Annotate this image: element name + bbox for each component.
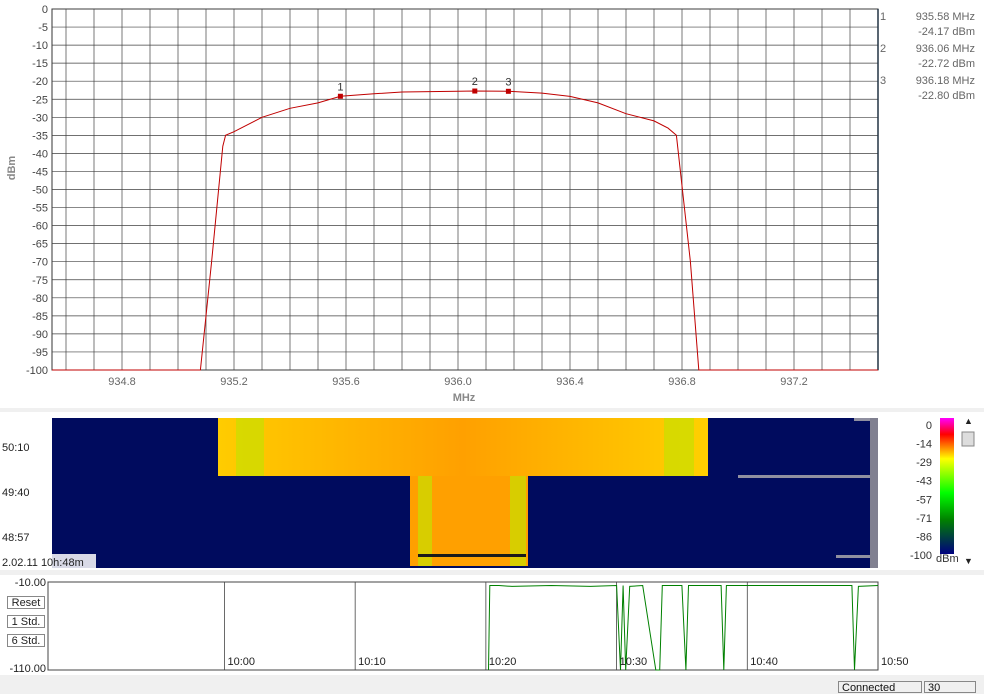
x-tick-label: 936.4 — [556, 376, 584, 388]
y-tick-label: -40 — [32, 148, 48, 160]
marker-readout-level: -24.17 dBm — [918, 26, 975, 38]
colorbar-tick-label: -29 — [916, 457, 932, 469]
waterfall-time-label: 48:57 — [2, 532, 30, 544]
status-bar: Connected 30 — [0, 677, 984, 689]
marker-readout-freq: 936.06 MHz — [916, 43, 975, 55]
colorbar-tick-label: -43 — [916, 476, 932, 488]
marker-point — [338, 94, 343, 99]
y-tick-label: -25 — [32, 94, 48, 106]
scroll-down-icon[interactable]: ▼ — [964, 556, 973, 566]
y-tick-label: -90 — [32, 329, 48, 341]
timeline-x-tick-label: 10:10 — [358, 656, 386, 668]
marker-readout-freq: 935.58 MHz — [916, 11, 975, 23]
y-tick-label: -95 — [32, 347, 48, 359]
spectrum-y-ticks: 0 -5 -10 -15 -20 -25 -30 -35 -40 -45 -50 -55 -60 -65 -… — [26, 4, 48, 377]
marker-label: 3 — [505, 76, 511, 88]
y-axis-label: dBm — [6, 156, 18, 181]
waterfall-time-label: 50:10 — [2, 442, 30, 454]
y-tick-label: -55 — [32, 203, 48, 215]
marker-readout-index: 1 — [880, 11, 886, 23]
marker-label: 1 — [337, 81, 343, 93]
colorbar-tick-label: -86 — [916, 531, 932, 543]
timeline-x-tick-label: 10:50 — [881, 656, 909, 668]
y-tick-label: -10 — [32, 40, 48, 52]
y-tick-label: -70 — [32, 257, 48, 269]
status-value: 30 — [924, 681, 976, 693]
marker-label: 2 — [472, 76, 478, 88]
x-tick-label: 936.8 — [668, 376, 696, 388]
x-tick-label: 935.6 — [332, 376, 360, 388]
waterfall-band-wide — [218, 418, 708, 476]
y-tick-label: -85 — [32, 311, 48, 323]
waterfall-time-label: 49:40 — [2, 487, 30, 499]
y-tick-label: -100 — [26, 365, 48, 377]
colorbar-tick-label: -100 — [910, 550, 932, 562]
timeline-x-tick-label: 10:20 — [489, 656, 517, 668]
six-std-button[interactable]: 6 Std. — [7, 634, 45, 647]
y-tick-label: 0 — [42, 4, 48, 16]
colorbar — [940, 418, 954, 554]
timeline-x-tick-label: 10:40 — [750, 656, 778, 668]
waterfall-timestamp: 2.02.11 10h:48m — [2, 557, 84, 569]
y-tick-label: -65 — [32, 239, 48, 251]
one-std-button[interactable]: 1 Std. — [7, 615, 45, 628]
reset-button[interactable]: Reset — [7, 596, 45, 609]
x-tick-label: 936.0 — [444, 376, 472, 388]
y-tick-label: -30 — [32, 112, 48, 124]
scroll-up-icon[interactable]: ▲ — [964, 416, 973, 426]
x-tick-label: 934.8 — [108, 376, 136, 388]
y-tick-label: -80 — [32, 293, 48, 305]
marker-readout-level: -22.72 dBm — [918, 58, 975, 70]
marker-point — [506, 89, 511, 94]
y-tick-label: -5 — [38, 22, 48, 34]
waterfall-chart[interactable]: 0 -14 -29 -43 -57 -71 -86 -100 dBm — [0, 412, 984, 570]
marker-point — [472, 89, 477, 94]
spectrum-grid — [52, 9, 878, 370]
x-tick-label: 935.2 — [220, 376, 248, 388]
marker-readout-index: 2 — [880, 43, 886, 55]
spectrum-x-ticks: 934.8 935.2 935.6 936.0 936.4 936.8 937.2 — [108, 376, 808, 388]
timeline-chart[interactable]: -10.00 -110.00 10:00 10:10 10:20 10:30 10:40… — [0, 575, 984, 675]
spectrum-chart[interactable]: 0 -5 -10 -15 -20 -25 -30 -35 -40 -45 -50 -55 -60 -65 -… — [0, 0, 984, 408]
y-tick-label: -60 — [32, 221, 48, 233]
colorbar-tick-label: -14 — [916, 439, 932, 451]
y-tick-label: -20 — [32, 76, 48, 88]
colorbar-tick-label: 0 — [926, 420, 932, 432]
waterfall-scroll-thumb[interactable] — [962, 432, 974, 446]
colorbar-tick-label: -57 — [916, 494, 932, 506]
x-tick-label: 937.2 — [780, 376, 808, 388]
timeline-x-tick-label: 10:30 — [620, 656, 648, 668]
y-tick-label: -45 — [32, 166, 48, 178]
y-tick-label: -50 — [32, 185, 48, 197]
spectrum-panel: 0 -5 -10 -15 -20 -25 -30 -35 -40 -45 -50 -55 -60 -65 -… — [0, 0, 984, 408]
marker-readout-level: -22.80 dBm — [918, 90, 975, 102]
x-axis-label: MHz — [453, 392, 476, 404]
connection-status: Connected — [838, 681, 922, 693]
colorbar-tick-label: -71 — [916, 513, 932, 525]
colorbar-unit: dBm — [936, 553, 959, 565]
marker-readout-index: 3 — [880, 75, 886, 87]
marker-readout: 1 935.58 MHz -24.17 dBm 2 936.06 MHz -22.72 d… — [880, 11, 975, 102]
timeline-y-max: -10.00 — [15, 577, 46, 589]
y-tick-label: -15 — [32, 58, 48, 70]
marker-readout-freq: 936.18 MHz — [916, 75, 975, 87]
timeline-y-min: -110.00 — [10, 663, 47, 675]
waterfall-panel: 0 -14 -29 -43 -57 -71 -86 -100 dBm 50:10 49:40 4… — [0, 412, 984, 570]
y-tick-label: -75 — [32, 275, 48, 287]
timeline-panel: -10.00 -110.00 10:00 10:10 10:20 10:30 10:40… — [0, 575, 984, 675]
timeline-x-tick-label: 10:00 — [227, 656, 255, 668]
y-tick-label: -35 — [32, 130, 48, 142]
